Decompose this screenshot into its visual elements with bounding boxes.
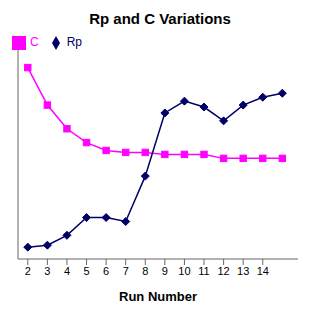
svg-text:12: 12 [217, 265, 229, 277]
svg-text:7: 7 [123, 265, 129, 277]
html-text:C: C [30, 35, 39, 49]
svg-text:3: 3 [44, 265, 50, 277]
svg-text:8: 8 [142, 265, 148, 277]
html-text:Rp: Rp [66, 35, 82, 49]
svg-text:10: 10 [178, 265, 190, 277]
svg-text:5: 5 [83, 265, 89, 277]
svg-text:14: 14 [257, 265, 269, 277]
svg-text:13: 13 [237, 265, 249, 277]
svg-text:11: 11 [198, 265, 209, 277]
svg-text:Run Number: Run Number [119, 289, 197, 304]
svg-text:4: 4 [64, 265, 70, 277]
svg-text:9: 9 [162, 265, 168, 277]
html-text:Rp and C Variations: Rp and C Variations [89, 10, 231, 27]
svg-text:6: 6 [103, 265, 109, 277]
svg-text:2: 2 [25, 265, 31, 277]
